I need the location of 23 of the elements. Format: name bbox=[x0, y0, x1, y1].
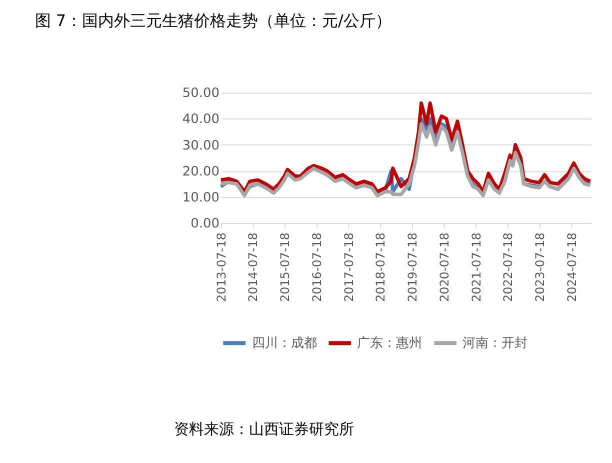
y-tick-label: 50.00 bbox=[182, 86, 220, 102]
chart-title: 图 7：国内外三元生猪价格走势（单位：元/公斤） bbox=[34, 10, 392, 30]
legend-label: 河南：开封 bbox=[462, 336, 528, 352]
x-tick-label: 2020-07-18 bbox=[437, 232, 452, 302]
x-tick-label: 2022-07-18 bbox=[501, 232, 516, 302]
x-tick-label: 2017-07-18 bbox=[342, 232, 356, 302]
legend-label: 四川：成都 bbox=[252, 336, 317, 352]
x-tick-label: 2023-07-18 bbox=[532, 232, 547, 302]
y-tick-label: 0.00 bbox=[190, 216, 220, 232]
y-tick-label: 40.00 bbox=[182, 112, 220, 128]
y-tick-label: 30.00 bbox=[182, 138, 220, 154]
x-tick-label: 2018-07-18 bbox=[374, 232, 388, 302]
x-tick-label: 2019-07-18 bbox=[406, 232, 420, 302]
x-tick-label: 2016-07-18 bbox=[310, 232, 324, 302]
text: 资料来源：山西证券研究所 bbox=[174, 420, 354, 438]
x-tick-label: 2013-07-18 bbox=[214, 232, 228, 302]
x-tick-label: 2024-07-18 bbox=[564, 232, 579, 302]
x-tick-label: 2021-07-18 bbox=[469, 232, 484, 302]
legend-label: 广东：惠州 bbox=[357, 336, 422, 352]
y-tick-label: 20.00 bbox=[182, 164, 220, 180]
x-tick-label: 2015-07-18 bbox=[278, 232, 292, 302]
x-tick-label: 2014-07-18 bbox=[246, 232, 260, 302]
y-tick-label: 10.00 bbox=[182, 190, 220, 206]
